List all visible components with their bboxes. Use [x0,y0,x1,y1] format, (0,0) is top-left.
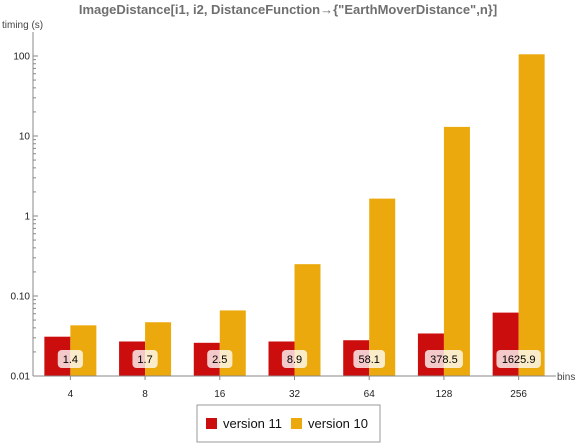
x-tick-label: 32 [289,389,301,400]
data-labels-group: 1.4 1.7 2.5 8.9 58.1 378.5 1625.9 [57,350,541,368]
ratio-label: 1625.9 [502,354,536,366]
ratio-label: 1.7 [137,354,152,366]
y-tick-label: 0.01 [11,372,31,383]
legend-label: version 10 [308,416,368,431]
axes-group: 0.01 0.10 1 10 100 4 8 16 32 64 128 256 [11,32,556,400]
x-tick-label: 16 [214,389,226,400]
chart-title: ImageDistance[i1, i2, DistanceFunction→{… [79,2,497,17]
x-tick-label: 64 [364,389,376,400]
x-tick-label: 128 [436,389,453,400]
ratio-label-bg [281,350,308,368]
y-tick-label: 100 [13,52,30,63]
x-axis-label: bins [557,372,575,383]
x-tick-label: 8 [142,389,148,400]
legend-swatch [206,418,217,429]
ratio-label: 8.9 [287,354,302,366]
y-tick-label: 10 [19,132,31,143]
ratio-label-bg [424,350,463,368]
ratio-label-bg [496,350,541,368]
legend-swatch [291,418,302,429]
ratio-label-bg [207,350,233,368]
bars-group [44,54,545,377]
legend: version 11 version 10 [196,404,381,443]
x-tick-label: 256 [510,389,527,400]
ratio-label-bg [132,350,158,368]
bar-version-10 [369,198,396,376]
y-axis-label: timing (s) [2,20,43,31]
ratio-label: 2.5 [212,354,227,366]
bar-version-10 [443,126,470,377]
ratio-label-bg [353,350,386,368]
y-tick-label: 0.10 [11,292,31,303]
y-tick-label: 1 [24,212,30,223]
x-tick-label: 4 [68,389,74,400]
ratio-label-bg [57,350,83,368]
bar-version-10 [518,54,545,376]
legend-box [196,404,381,443]
ratio-label: 58.1 [359,354,380,366]
legend-label: version 11 [223,416,282,431]
ratio-label: 1.4 [63,354,78,366]
ratio-label: 378.5 [430,354,458,366]
